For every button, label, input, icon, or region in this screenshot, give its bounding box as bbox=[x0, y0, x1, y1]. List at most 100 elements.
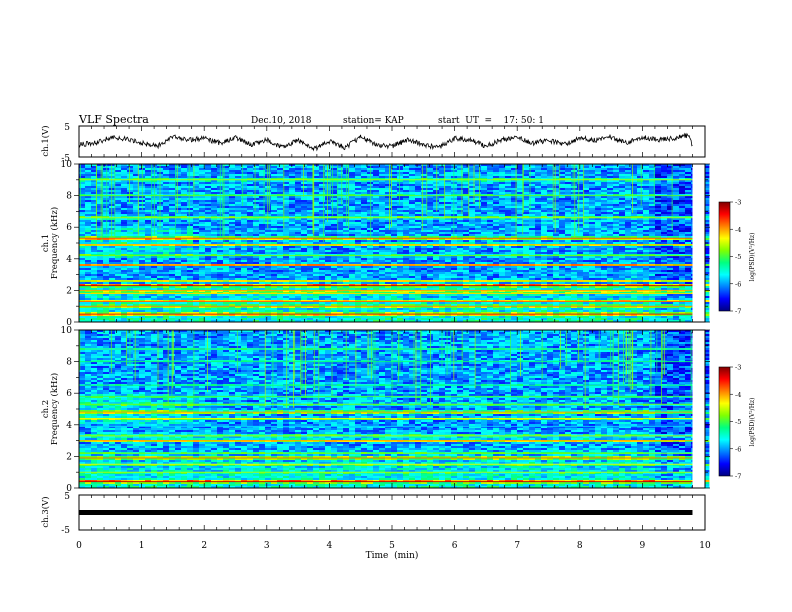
spectrogram-cell bbox=[223, 180, 230, 183]
spectrogram-cell bbox=[469, 206, 476, 209]
spectrogram-cell bbox=[247, 198, 254, 201]
spectrogram-cell bbox=[163, 196, 170, 199]
spectrogram-cell bbox=[337, 202, 344, 205]
spectrogram-cell bbox=[229, 198, 236, 201]
spectrogram-cell bbox=[283, 172, 290, 175]
spectrogram-cell bbox=[433, 206, 440, 209]
spectrogram-cell bbox=[661, 170, 668, 173]
spectrogram-cell bbox=[667, 198, 674, 201]
spectrogram-cell bbox=[409, 164, 416, 167]
spectrogram-cell bbox=[289, 204, 296, 207]
spectrogram-cell bbox=[535, 170, 542, 173]
spectrogram-cell bbox=[361, 172, 368, 175]
spectrogram-cell bbox=[511, 184, 518, 187]
spectrogram-cell bbox=[271, 178, 278, 181]
spectrogram-cell bbox=[637, 206, 644, 209]
spectrogram-cell bbox=[547, 188, 554, 191]
spectrogram-cell bbox=[277, 186, 284, 189]
spectrogram-cell bbox=[421, 166, 428, 169]
spectrogram-cell bbox=[223, 174, 230, 177]
spectrogram-cell bbox=[583, 188, 590, 191]
spectrogram-cell bbox=[253, 184, 260, 187]
spectrogram-cell bbox=[271, 184, 278, 187]
spectrogram-cell bbox=[235, 180, 242, 183]
spectrogram-cell bbox=[79, 196, 86, 199]
spectrogram-cell bbox=[487, 174, 494, 177]
spectrogram-cell bbox=[319, 196, 326, 199]
spectrogram-cell bbox=[559, 202, 566, 205]
spectrogram-cell bbox=[463, 176, 470, 179]
spectrogram-cell bbox=[463, 200, 470, 203]
spectrogram-cell bbox=[79, 184, 86, 187]
spectrogram-cell bbox=[685, 190, 692, 193]
spectrogram-cell bbox=[511, 190, 518, 193]
spectrogram-cell bbox=[313, 172, 320, 175]
spectrogram-cell bbox=[403, 164, 410, 167]
spectrogram-cell bbox=[565, 172, 572, 175]
spectrogram-cell bbox=[289, 184, 296, 187]
spectrogram-cell bbox=[553, 180, 560, 183]
spectrogram-cell bbox=[655, 168, 662, 171]
spectrogram-cell bbox=[385, 200, 392, 203]
spectrogram-cell bbox=[667, 170, 674, 173]
spectrogram-cell bbox=[211, 170, 218, 173]
spectrogram-cell bbox=[361, 168, 368, 171]
spectrogram-cell bbox=[517, 170, 524, 173]
spectrogram-cell bbox=[643, 172, 650, 175]
spectrogram-cell bbox=[187, 182, 194, 185]
spectrogram-cell bbox=[631, 182, 638, 185]
spectrogram-cell bbox=[103, 184, 110, 187]
spectrogram-cell bbox=[457, 172, 464, 175]
spectrogram-cell bbox=[361, 182, 368, 185]
spectrogram-cell bbox=[247, 192, 254, 195]
spectrogram-cell bbox=[589, 180, 596, 183]
spectrogram-cell bbox=[703, 172, 710, 175]
spectrogram-cell bbox=[79, 192, 86, 195]
spectrogram-cell bbox=[685, 168, 692, 171]
spectrogram-cell bbox=[475, 180, 482, 183]
spectrogram-cell bbox=[115, 186, 122, 189]
spectrogram-cell bbox=[343, 174, 350, 177]
spectrogram-cell bbox=[331, 182, 338, 185]
spectrogram-cell bbox=[643, 178, 650, 181]
spectrogram-cell bbox=[343, 184, 350, 187]
spectrogram-cell bbox=[127, 208, 134, 211]
spectrogram-cell bbox=[271, 196, 278, 199]
spectrogram-cell bbox=[265, 176, 272, 179]
spectrogram-cell bbox=[115, 204, 122, 207]
spectrogram-cell bbox=[241, 202, 248, 205]
spectrogram-cell bbox=[655, 192, 662, 195]
spectrogram-cell bbox=[511, 204, 518, 207]
spectrogram-cell bbox=[373, 186, 380, 189]
spectrogram-cell bbox=[223, 192, 230, 195]
spectrogram-cell bbox=[361, 176, 368, 179]
spectrogram-cell bbox=[499, 188, 506, 191]
spectrogram-cell bbox=[679, 182, 686, 185]
spectrogram-cell bbox=[205, 190, 212, 193]
spectrogram-cell bbox=[703, 188, 710, 191]
spectrogram-cell bbox=[319, 178, 326, 181]
spectrogram-cell bbox=[571, 186, 578, 189]
spectrogram-cell bbox=[571, 182, 578, 185]
spectrogram-cell bbox=[193, 186, 200, 189]
spectrogram-cell bbox=[445, 188, 452, 191]
spectrogram-cell bbox=[319, 180, 326, 183]
spectrogram-cell bbox=[433, 180, 440, 183]
spectrogram-cell bbox=[187, 196, 194, 199]
spectrogram-cell bbox=[649, 190, 656, 193]
spectrogram-cell bbox=[109, 196, 116, 199]
spectrogram-cell bbox=[625, 186, 632, 189]
spectrogram-cell bbox=[445, 190, 452, 193]
spectrogram-cell bbox=[547, 184, 554, 187]
spectrogram-cell bbox=[361, 174, 368, 177]
spectrogram-cell bbox=[331, 188, 338, 191]
spectrogram-cell bbox=[601, 178, 608, 181]
spectrogram-cell bbox=[391, 188, 398, 191]
spectrogram-cell bbox=[427, 192, 434, 195]
spectrogram-cell bbox=[481, 190, 488, 193]
spectrogram-cell bbox=[631, 164, 638, 167]
spectrogram-cell bbox=[643, 200, 650, 203]
spectrogram-cell bbox=[103, 204, 110, 207]
spectrogram-cell bbox=[121, 200, 128, 203]
spectrogram-cell bbox=[517, 200, 524, 203]
